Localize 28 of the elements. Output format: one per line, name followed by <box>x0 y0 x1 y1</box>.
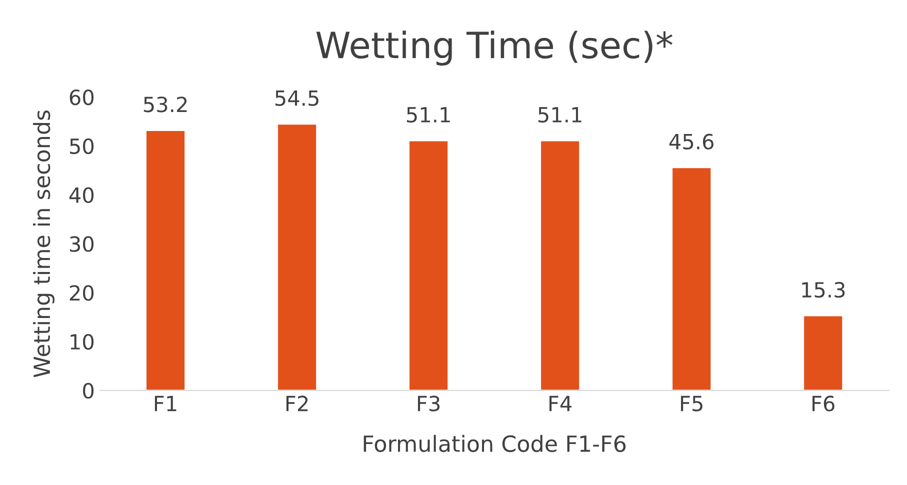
y-tick-label: 30 <box>70 236 94 252</box>
y-tick-label: 40 <box>69 187 94 204</box>
x-axis-title: Formulation Code F1-F6 <box>364 434 626 452</box>
y-tick-label: 20 <box>70 285 94 301</box>
data-label: 51.1 <box>538 107 582 123</box>
bar <box>145 130 186 390</box>
x-tick-label: F5 <box>681 396 702 412</box>
y-tick-label: 10 <box>70 334 94 350</box>
bar <box>540 140 580 390</box>
data-label: 51.1 <box>406 107 450 123</box>
x-tick-label: F1 <box>154 396 176 412</box>
bar <box>276 123 318 390</box>
y-tick-label: 0 <box>83 382 94 399</box>
data-label: 45.6 <box>669 134 714 150</box>
data-label: 53.2 <box>144 96 187 112</box>
y-axis-title: Wetting time in seconds <box>33 110 55 378</box>
x-tick-label: F4 <box>550 396 572 412</box>
bar <box>802 314 844 390</box>
data-label: 15.3 <box>802 282 845 298</box>
data-label: 54.5 <box>275 90 318 106</box>
y-tick-label: 60 <box>70 89 94 106</box>
bar <box>671 166 712 390</box>
x-tick-label: F2 <box>286 396 308 412</box>
x-tick-label: F6 <box>812 396 834 412</box>
x-tick-label: F3 <box>418 396 440 412</box>
bar <box>408 140 449 390</box>
y-tick-label: 50 <box>70 138 94 154</box>
chart-title: Wetting Time (sec)* <box>316 30 672 66</box>
